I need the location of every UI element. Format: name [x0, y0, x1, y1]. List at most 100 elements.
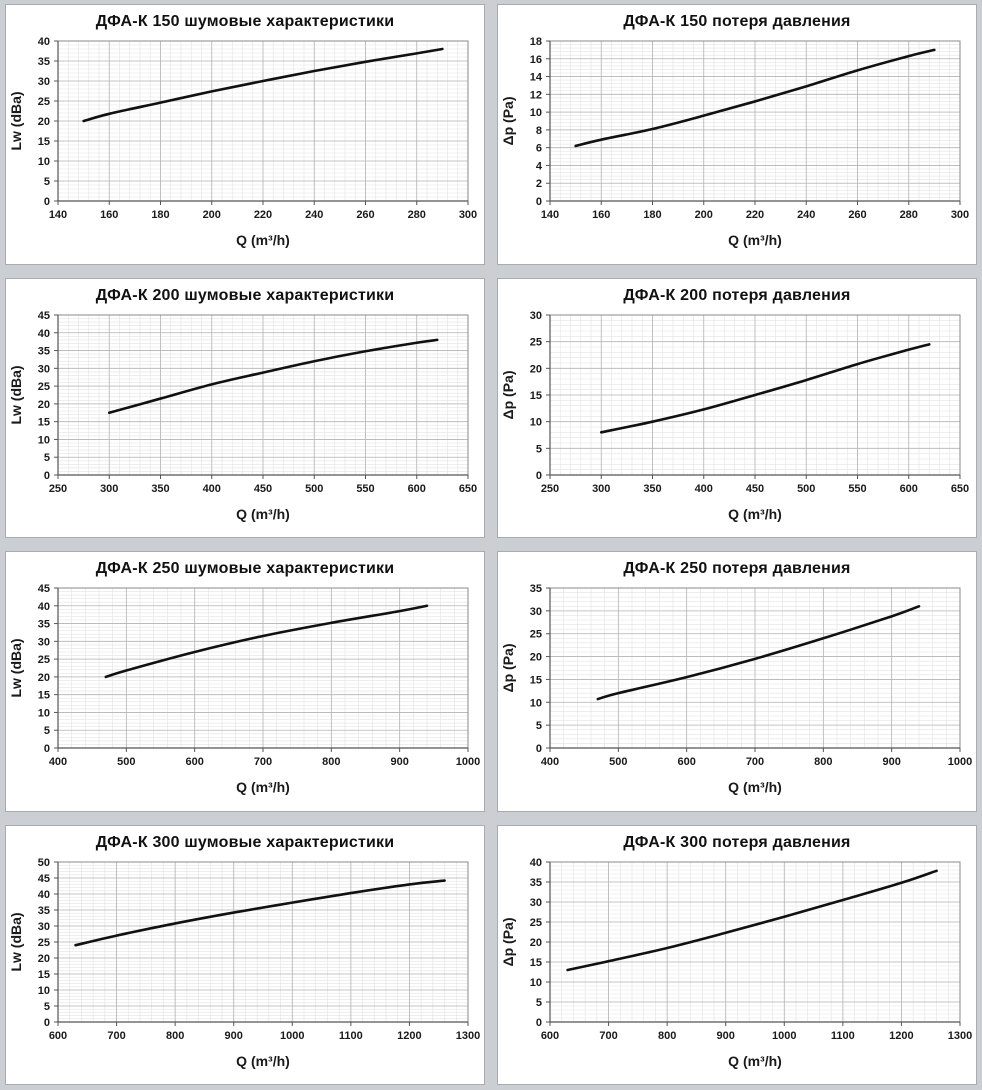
chart-plot-dfa-k-250-pressure: 400 500 600 700 800 900 1000 0 5 10 15 20 25 30 35 Q (m…	[500, 583, 972, 795]
y-tick-label: 45	[38, 583, 50, 595]
panel-dfa-k-150-pressure: ДФА-К 150 потеря давления 140 160 180 200 22…	[497, 4, 977, 265]
y-tick-label: 10	[38, 434, 50, 446]
x-tick-label: 160	[100, 209, 118, 221]
x-tick-label: 700	[107, 1030, 125, 1042]
x-tick-label: 300	[592, 483, 610, 495]
x-tick-label: 350	[151, 483, 169, 495]
x-axis-label: Q (m³/h)	[236, 779, 290, 795]
chart-plot-dfa-k-150-pressure: 140 160 180 200 220 240 260 280 300 0 2 4 6 8 10 12 14 16…	[500, 36, 969, 248]
x-tick-label: 260	[848, 209, 866, 221]
x-tick-label: 250	[49, 483, 67, 495]
y-tick-label: 25	[38, 381, 50, 393]
x-tick-label: 200	[695, 209, 713, 221]
x-tick-label: 300	[459, 209, 477, 221]
x-tick-label: 400	[695, 483, 713, 495]
y-tick-label: 8	[536, 125, 542, 137]
x-axis-label: Q (m³/h)	[236, 506, 290, 522]
chart-plot-dfa-k-300-noise: 600 700 800 900 1000 1100 1200 1300 0 5 10 15 20 25 30…	[8, 857, 480, 1069]
data-line	[566, 869, 938, 971]
y-tick-label: 12	[530, 89, 542, 101]
x-tick-label: 220	[746, 209, 764, 221]
x-tick-label: 600	[541, 1030, 559, 1042]
x-tick-label: 140	[541, 209, 559, 221]
chart-plot-dfa-k-200-pressure: 250 300 350 400 450 500 550 600 650 0 5 10 15 20 25 30 Q…	[500, 310, 969, 522]
x-tick-label: 300	[100, 483, 118, 495]
y-tick-label: 35	[38, 56, 50, 68]
y-tick-label: 25	[38, 937, 50, 949]
x-tick-label: 400	[49, 756, 67, 768]
x-tick-label: 600	[185, 756, 203, 768]
chart-plot-dfa-k-200-noise: 250 300 350 400 450 500 550 600 650 0 5 10 15 20 25 30 3…	[8, 310, 477, 522]
panel-dfa-k-200-pressure: ДФА-К 200 потеря давления 250 300 350 400 45…	[497, 277, 977, 538]
panel-dfa-k-250-pressure: ДФА-К 250 потеря давления 400 500 600 700 80…	[497, 551, 977, 812]
x-tick-label: 500	[305, 483, 323, 495]
chart-plot-dfa-k-150-noise: 140 160 180 200 220 240 260 280 300 0 5 10 15 20 25 30 3…	[8, 36, 477, 248]
y-tick-label: 20	[38, 953, 50, 965]
x-tick-label: 240	[797, 209, 815, 221]
x-tick-label: 250	[541, 483, 559, 495]
x-tick-label: 450	[746, 483, 764, 495]
x-tick-label: 1200	[397, 1030, 421, 1042]
y-tick-label: 25	[530, 336, 542, 348]
x-tick-label: 700	[254, 756, 272, 768]
data-line	[599, 342, 931, 434]
chart-title-dfa-k-150-noise: ДФА-К 150 шумовые характеристики	[95, 13, 395, 30]
y-axis-label: Δp (Pa)	[500, 370, 516, 419]
y-tick-label: 15	[38, 416, 50, 428]
y-tick-label: 35	[530, 877, 542, 889]
y-tick-label: 45	[38, 873, 50, 885]
x-tick-label: 600	[49, 1030, 67, 1042]
data-line	[107, 338, 439, 414]
y-tick-label: 35	[530, 583, 542, 595]
y-tick-label: 5	[536, 997, 542, 1009]
y-tick-label: 30	[530, 606, 542, 618]
chart-title-dfa-k-150-pressure: ДФА-К 150 потеря давления	[623, 13, 851, 30]
x-tick-label: 350	[643, 483, 661, 495]
x-axis-label: Q (m³/h)	[728, 1053, 782, 1069]
panel-dfa-k-150-noise: ДФА-К 150 шумовые характеристики 140 160 1…	[5, 4, 485, 265]
y-tick-label: 5	[44, 176, 50, 188]
y-axis-label: Lw (dBa)	[8, 638, 24, 697]
x-tick-label: 900	[390, 756, 408, 768]
panel-dfa-k-300-noise: ДФА-К 300 шумовые характеристики 600 700 8…	[5, 824, 485, 1085]
y-tick-label: 14	[530, 72, 543, 84]
x-tick-label: 160	[592, 209, 610, 221]
x-tick-label: 260	[356, 209, 374, 221]
x-axis-label: Q (m³/h)	[728, 779, 782, 795]
chart-title-dfa-k-300-pressure: ДФА-К 300 потеря давления	[623, 833, 851, 851]
y-tick-label: 2	[536, 178, 542, 190]
y-tick-label: 20	[530, 937, 542, 949]
x-tick-label: 1000	[280, 1030, 304, 1042]
x-tick-label: 900	[717, 1030, 735, 1042]
chart-title-dfa-k-200-pressure: ДФА-К 200 потеря давления	[623, 286, 851, 304]
data-line	[574, 48, 936, 148]
y-tick-label: 30	[38, 921, 50, 933]
y-tick-label: 4	[536, 160, 543, 172]
y-tick-label: 30	[38, 636, 50, 648]
y-tick-label: 15	[530, 390, 542, 402]
x-tick-label: 600	[408, 483, 426, 495]
panel-dfa-k-200-noise: ДФА-К 200 шумовые характеристики 250 300 3…	[5, 277, 485, 538]
y-tick-label: 16	[530, 54, 542, 66]
y-tick-label: 6	[536, 143, 542, 155]
x-tick-label: 550	[848, 483, 866, 495]
data-line	[596, 604, 921, 701]
y-tick-label: 25	[38, 96, 50, 108]
x-axis-label: Q (m³/h)	[728, 232, 782, 248]
y-tick-label: 15	[530, 674, 542, 686]
x-tick-label: 1300	[456, 1030, 480, 1042]
y-tick-label: 20	[530, 652, 542, 664]
x-tick-label: 600	[677, 756, 695, 768]
x-tick-label: 600	[900, 483, 918, 495]
y-tick-label: 50	[38, 857, 50, 869]
x-tick-label: 1100	[831, 1030, 855, 1042]
panel-dfa-k-250-noise: ДФА-К 250 шумовые характеристики 400 500 6…	[5, 551, 485, 812]
x-tick-label: 700	[599, 1030, 617, 1042]
y-tick-label: 5	[44, 725, 50, 737]
y-tick-label: 30	[530, 897, 542, 909]
x-tick-label: 1000	[948, 756, 972, 768]
y-tick-label: 25	[530, 917, 542, 929]
y-tick-label: 20	[38, 398, 50, 410]
y-tick-label: 30	[38, 76, 50, 88]
